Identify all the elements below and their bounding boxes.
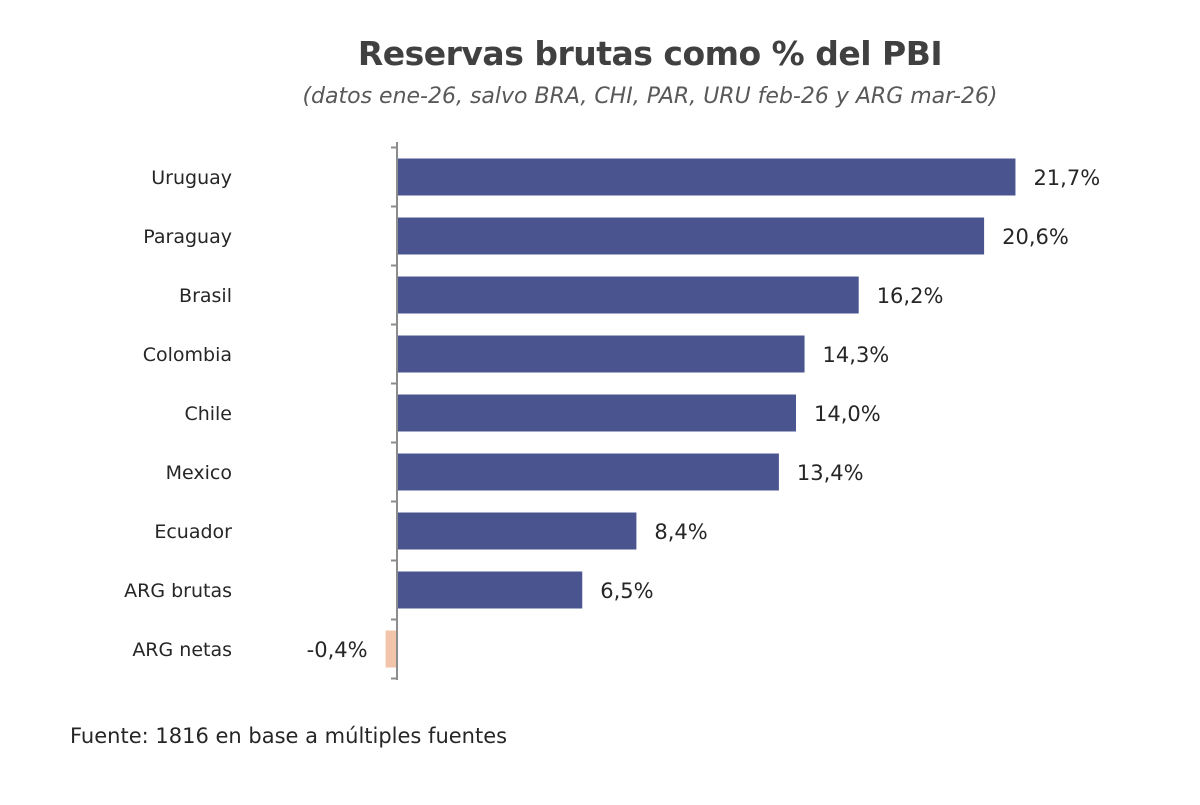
category-label-8: ARG netas (132, 639, 232, 661)
data-label-7: 6,5% (600, 579, 653, 603)
data-label-5: 13,4% (797, 461, 864, 485)
bar-5 (397, 453, 779, 491)
source-note: Fuente: 1816 en base a múltiples fuentes (70, 724, 508, 748)
data-label-8: -0,4% (307, 638, 368, 662)
bar-6 (397, 512, 637, 550)
bar-3 (397, 335, 805, 373)
data-label-2: 16,2% (877, 284, 944, 308)
category-label-1: Paraguay (143, 226, 232, 248)
data-label-4: 14,0% (814, 402, 881, 426)
bar-0 (397, 158, 1016, 196)
bar-1 (397, 217, 985, 255)
category-label-3: Colombia (143, 344, 232, 366)
chart-subtitle: (datos ene-26, salvo BRA, CHI, PAR, URU … (302, 84, 998, 109)
category-label-5: Mexico (166, 462, 232, 484)
chart-title: Reservas brutas como % del PBI (357, 34, 943, 73)
bar-7 (397, 571, 583, 609)
bar-4 (397, 394, 796, 432)
category-label-4: Chile (184, 403, 232, 425)
bar-2 (397, 276, 859, 314)
data-label-1: 20,6% (1002, 225, 1069, 249)
category-label-6: Ecuador (154, 521, 232, 543)
category-label-0: Uruguay (151, 167, 232, 189)
category-label-7: ARG brutas (124, 580, 232, 602)
data-label-0: 21,7% (1033, 166, 1100, 190)
bar-8 (385, 630, 397, 668)
data-label-6: 8,4% (654, 520, 707, 544)
data-label-3: 14,3% (823, 343, 890, 367)
category-label-2: Brasil (179, 285, 232, 307)
